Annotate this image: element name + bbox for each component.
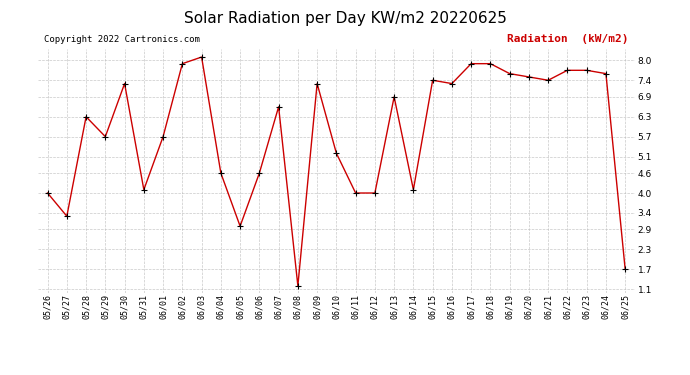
Text: Radiation  (kW/m2): Radiation (kW/m2) [507,34,629,44]
Text: Solar Radiation per Day KW/m2 20220625: Solar Radiation per Day KW/m2 20220625 [184,11,506,26]
Text: Copyright 2022 Cartronics.com: Copyright 2022 Cartronics.com [44,35,200,44]
